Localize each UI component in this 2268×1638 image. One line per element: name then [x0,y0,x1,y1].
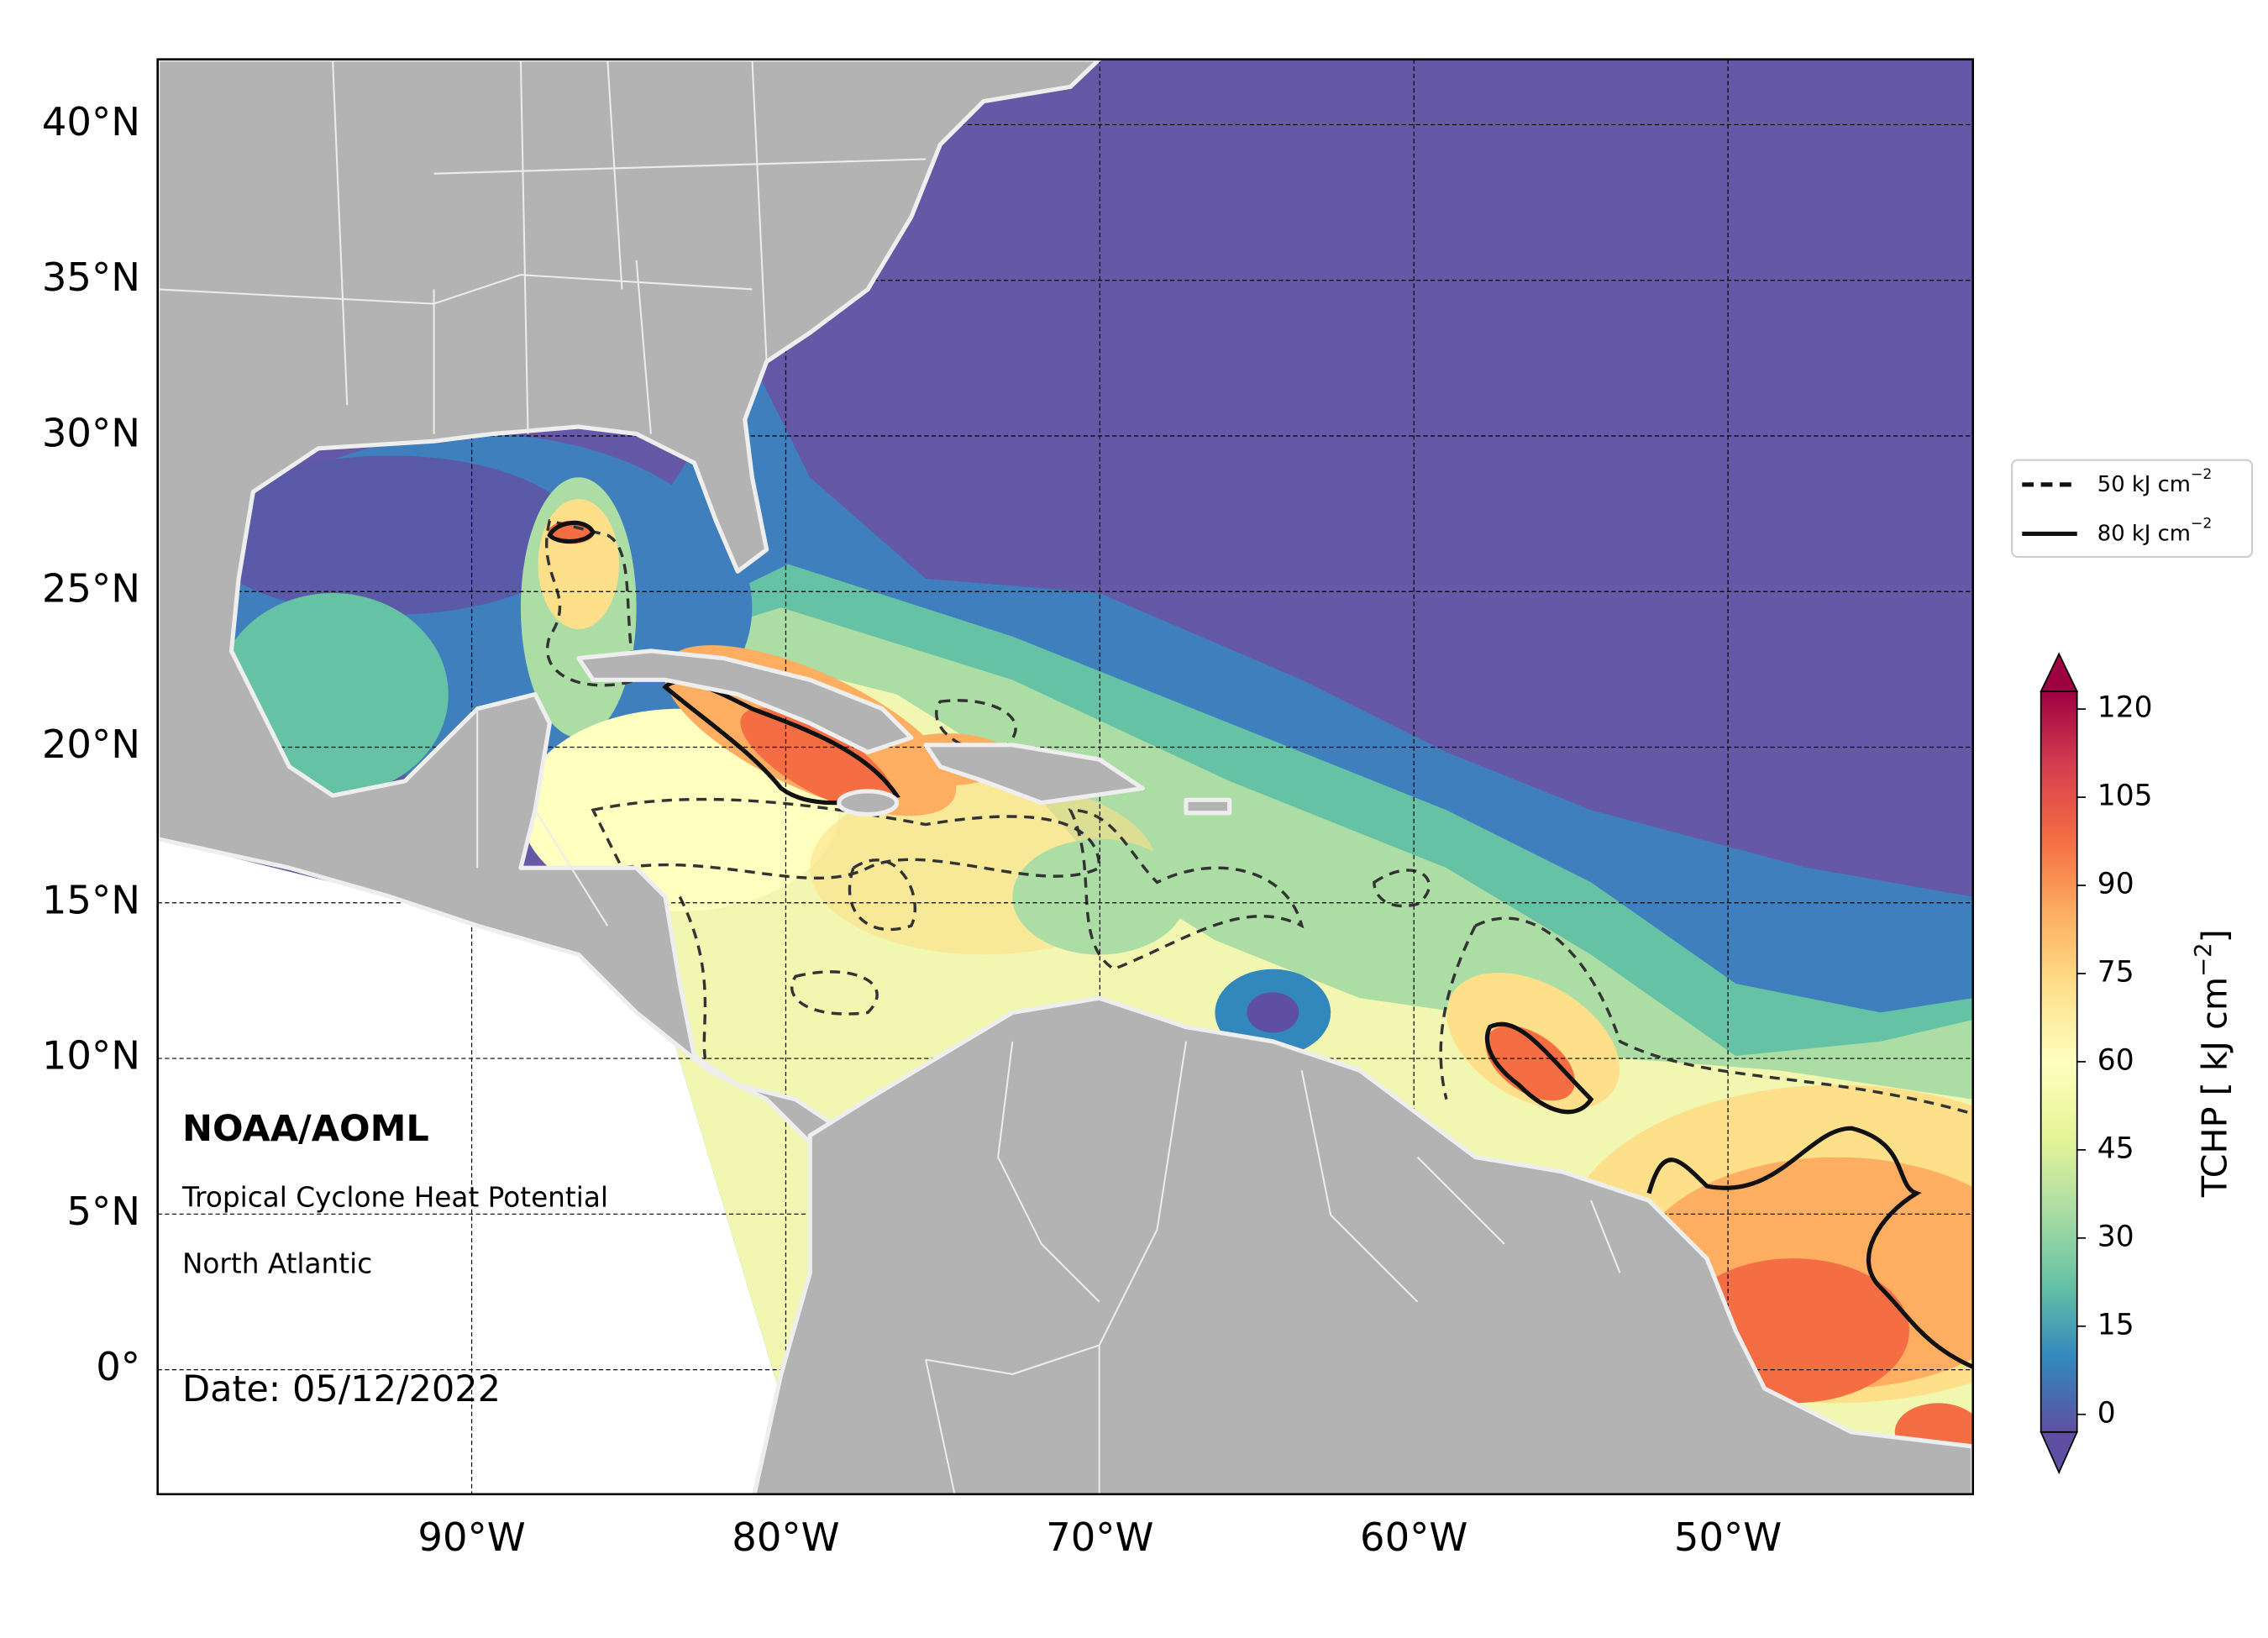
contour-50 [935,699,1017,754]
lat-tick-label: 0° [96,1344,140,1389]
colorbar-label-end: ] [2195,929,2235,942]
field-patch [1485,1026,1575,1101]
legend-entries: 50 kJ cm−280 kJ cm−2 [2022,466,2212,546]
colorbar-tick-label: 75 [2097,955,2134,989]
contour-50 [1474,916,1973,1116]
lat-tick-label: 5°N [66,1189,140,1234]
contour-80 [1484,1021,1594,1115]
lat-tick-label: 15°N [42,877,140,922]
lon-tick-label: 90°W [417,1515,525,1560]
colorbar-tick-label: 45 [2097,1131,2134,1165]
region: North Atlantic [182,1248,372,1280]
colorbar-label-exponent: −2 [2190,942,2217,977]
map-area [157,59,1973,1494]
axis-labels: 0° 5°N 10°N 15°N 20°N 25°N 30°N 35°N 40°N 90°W 80°… [42,99,1782,1560]
contour-50 [1373,869,1431,908]
border [476,708,1621,1494]
border [157,59,927,434]
no-data-area [157,838,811,1494]
map-frame [156,58,1975,1496]
contour-80 [547,520,596,544]
colorbar-extend-top [2040,652,2079,692]
colorbar-tick-label: 105 [2097,780,2153,813]
lon-tick-label: 80°W [732,1515,839,1560]
colorbar: 0 15 30 45 60 75 90 105 120 [2040,652,2153,1475]
colorbar-label: TCHP [ kJ cm−2] [2190,929,2234,1198]
contour-80 [1646,1126,1973,1369]
colorbar-extend-bottom [2040,1431,2079,1475]
contour-50 [545,518,638,687]
colorbar-tick-label: 30 [2097,1220,2134,1253]
contour-50 [1439,925,1477,1100]
date: Date: 05/12/2022 [182,1368,501,1410]
lat-tick-label: 30°N [42,410,140,455]
lat-tick-label: 20°N [42,722,140,767]
field-patch [1247,992,1299,1033]
product: Tropical Cyclone Heat Potential [181,1182,608,1214]
colorbar-tick-label: 60 [2097,1043,2134,1077]
contour-50 [591,797,1101,880]
legend-text: 50 kJ cm [2097,471,2191,496]
lat-tick-label: 25°N [42,566,140,612]
legend-text: 80 kJ cm [2097,521,2191,546]
legend-exponent: −2 [2191,466,2212,483]
colorbar-body [2040,690,2078,1433]
legend-label: 80 kJ cm−2 [2097,515,2213,546]
lon-tick-label: 60°W [1360,1515,1467,1560]
colorbar-label-text: TCHP [ kJ cm [2195,977,2235,1198]
land-north-america [157,59,1102,1145]
land-jamaica [837,789,900,817]
lon-tick-label: 70°W [1046,1515,1153,1560]
lat-tick-label: 10°N [42,1033,140,1079]
colorbar-tick-label: 15 [2097,1308,2134,1341]
contour-50 [790,970,879,1016]
land-south-america [752,995,1973,1494]
land-hispaniola [923,743,1145,806]
contour-50 [848,858,916,932]
legend-label: 50 kJ cm−2 [2097,466,2213,497]
field-patch [202,455,579,615]
organization: NOAA/AOML [182,1108,429,1150]
contour-80 [662,679,900,806]
land-cuba [576,648,914,755]
colorbar-tick-label: 0 [2097,1396,2116,1430]
land-puerto-rico [1184,797,1232,816]
field-patch [740,707,895,811]
lon-tick-label: 50°W [1674,1515,1782,1560]
colorbar-tick-label: 90 [2097,868,2134,901]
lat-tick-label: 35°N [42,255,140,300]
colorbar-tick-label: 120 [2097,691,2153,725]
legend-exponent: −2 [2191,515,2212,532]
lat-tick-label: 40°N [42,99,140,144]
contour-50 [678,895,711,1072]
